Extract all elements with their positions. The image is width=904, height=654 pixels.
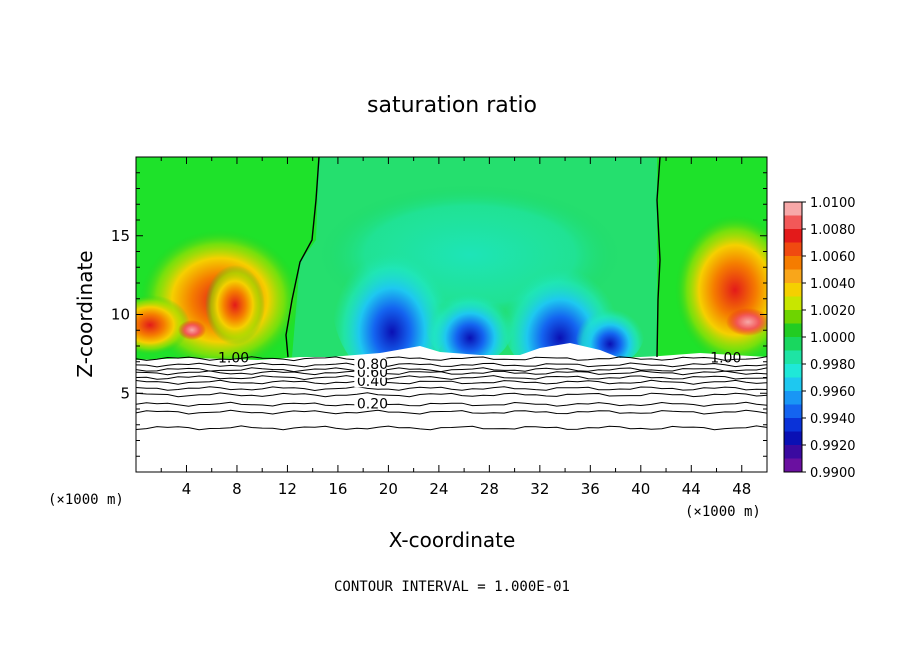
colorbar-label: 0.9960 bbox=[810, 385, 856, 400]
x-tick-label: 32 bbox=[530, 480, 549, 498]
cloud-base-mask bbox=[136, 343, 767, 472]
colorbar-swatch bbox=[784, 323, 802, 338]
cold-pocket-left bbox=[332, 220, 452, 380]
x-tick-label: 36 bbox=[581, 480, 600, 498]
colorbar-swatch bbox=[784, 296, 802, 311]
saturation-boundary-left bbox=[285, 157, 320, 358]
colorbar-swatch bbox=[784, 229, 802, 243]
contour-line bbox=[136, 401, 767, 407]
contour-line bbox=[136, 385, 767, 392]
colorbar-swatch bbox=[784, 337, 802, 351]
cold-pocket-center bbox=[425, 275, 515, 365]
x-axis: 4 8 12 16 20 24 28 32 36 40 44 48 bbox=[160, 157, 751, 498]
contour-line bbox=[136, 409, 767, 415]
x-tick-label: 24 bbox=[429, 480, 448, 498]
x-tick-label: 16 bbox=[328, 480, 347, 498]
x-tick-label: 12 bbox=[278, 480, 297, 498]
colorbar-swatch bbox=[784, 418, 802, 432]
colorbar-swatch bbox=[784, 310, 802, 324]
contour-label: 0.80 bbox=[357, 357, 388, 373]
x-tick-label: 4 bbox=[182, 480, 192, 498]
contour-label-boundary: 1.00 bbox=[218, 351, 249, 367]
y-tick-label: 15 bbox=[111, 227, 130, 245]
colorbar-swatch bbox=[784, 269, 802, 284]
x-tick-label: 44 bbox=[682, 480, 701, 498]
colorbar-swatch bbox=[784, 404, 802, 419]
colorbar-label: 1.0020 bbox=[810, 304, 856, 319]
contour-label: 0.40 bbox=[357, 374, 388, 390]
colorbar: 1.0100 1.0080 1.0060 1.0040 1.0020 1.0000 0.99… bbox=[783, 196, 856, 481]
x-tick-label: 48 bbox=[732, 480, 751, 498]
colorbar-swatch bbox=[784, 431, 802, 446]
x-tick-label: 8 bbox=[232, 480, 242, 498]
colorbar-label: 0.9900 bbox=[810, 466, 856, 481]
contour-line bbox=[136, 392, 767, 398]
colorbar-label: 0.9980 bbox=[810, 358, 856, 373]
contour-label-bg bbox=[354, 375, 387, 388]
colorbar-swatch bbox=[784, 364, 802, 378]
contour-label-boundary: 1.00 bbox=[710, 351, 741, 367]
colorbar-label: 1.0000 bbox=[810, 331, 856, 346]
colorbar-label: 1.0080 bbox=[810, 223, 856, 238]
y-tick-label: 5 bbox=[120, 384, 130, 402]
saturation-boundary-right bbox=[656, 157, 661, 358]
contour-label: 0.20 bbox=[357, 396, 388, 412]
colorbar-swatch bbox=[784, 391, 802, 405]
contour-lines bbox=[136, 356, 767, 431]
contour-line bbox=[136, 356, 767, 362]
colorbar-swatch bbox=[784, 215, 802, 230]
contour-label-bg bbox=[354, 397, 387, 410]
contour-label-bg bbox=[354, 357, 387, 370]
contour-labels: 0.200.400.600.801.00 1.00 bbox=[218, 351, 741, 413]
y-axis: 5 10 15 bbox=[111, 172, 767, 457]
contour-line bbox=[136, 375, 767, 381]
colorbar-label: 0.9940 bbox=[810, 412, 856, 427]
contour-line bbox=[136, 370, 767, 376]
colorbar-swatch bbox=[784, 202, 802, 216]
colorbar-swatch bbox=[784, 445, 802, 459]
colorbar-swatch bbox=[784, 458, 802, 473]
colorbar-swatch bbox=[784, 350, 802, 365]
colorbar-label: 1.0040 bbox=[810, 277, 856, 292]
x-tick-label: 20 bbox=[379, 480, 398, 498]
chart-title: saturation ratio bbox=[367, 93, 537, 118]
x-tick-label: 28 bbox=[480, 480, 499, 498]
pink-spot-left bbox=[178, 320, 206, 340]
colorbar-label: 1.0060 bbox=[810, 250, 856, 265]
contour-line bbox=[136, 367, 767, 373]
pink-spot-right bbox=[726, 308, 767, 336]
warm-pocket-right bbox=[675, 215, 767, 365]
x-unit-left: (×1000 m) bbox=[48, 492, 124, 508]
x-tick-label: 40 bbox=[631, 480, 650, 498]
y-axis-label: Z-coordinate bbox=[73, 250, 97, 377]
colorbar-swatch bbox=[784, 256, 802, 270]
colorbar-swatch bbox=[784, 283, 802, 297]
y-tick-label: 10 bbox=[111, 306, 130, 324]
colorbar-label: 0.9920 bbox=[810, 439, 856, 454]
colorbar-swatch bbox=[784, 377, 802, 392]
cold-pocket-far-right bbox=[575, 295, 645, 365]
contour-line bbox=[136, 425, 767, 431]
warm-pocket-edge bbox=[136, 295, 190, 355]
contour-line bbox=[136, 379, 767, 385]
x-axis-label: X-coordinate bbox=[389, 528, 516, 552]
colorbar-swatch bbox=[784, 242, 802, 257]
x-unit-right: (×1000 m) bbox=[685, 504, 761, 520]
contour-line bbox=[136, 362, 767, 368]
contour-interval-note: CONTOUR INTERVAL = 1.000E-01 bbox=[334, 579, 570, 595]
warm-pocket-left-core bbox=[205, 265, 265, 345]
saturation-field bbox=[136, 157, 767, 472]
colorbar-label: 1.0100 bbox=[810, 196, 856, 211]
